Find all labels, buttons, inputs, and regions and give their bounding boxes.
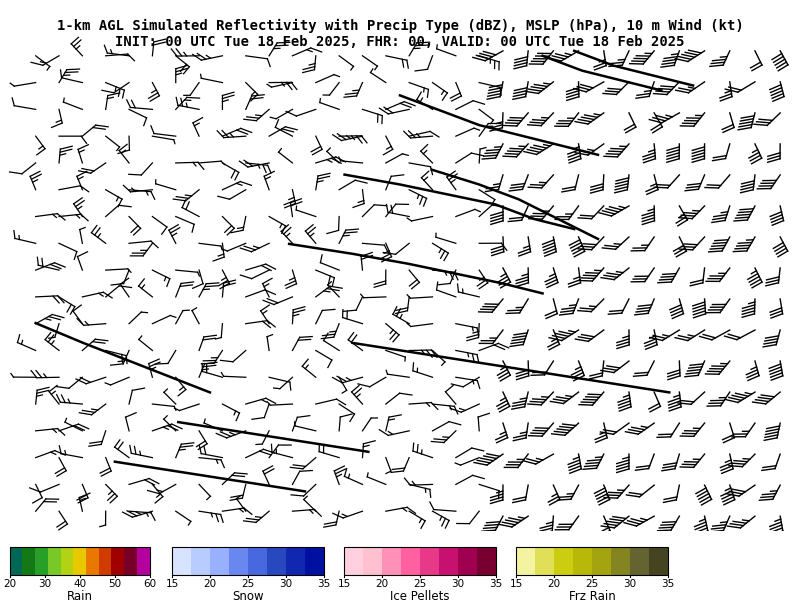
- Text: 30: 30: [623, 579, 637, 589]
- Text: 35: 35: [490, 579, 502, 589]
- Text: 20: 20: [203, 579, 217, 589]
- Text: Frz Rain: Frz Rain: [569, 590, 615, 600]
- Polygon shape: [416, 303, 436, 333]
- Text: 35: 35: [662, 579, 674, 589]
- Text: 60: 60: [143, 579, 156, 589]
- Text: INIT: 00 UTC Tue 18 Feb 2025, FHR: 00, VALID: 00 UTC Tue 18 Feb 2025: INIT: 00 UTC Tue 18 Feb 2025, FHR: 00, V…: [115, 35, 685, 49]
- Text: 15: 15: [166, 579, 178, 589]
- Text: 30: 30: [279, 579, 293, 589]
- Polygon shape: [329, 100, 440, 185]
- Text: 20: 20: [3, 579, 16, 589]
- Polygon shape: [479, 36, 796, 531]
- Text: 40: 40: [73, 579, 86, 589]
- Text: 1-km AGL Simulated Reflectivity with Precip Type (dBZ), MSLP (hPa), 10 m Wind (k: 1-km AGL Simulated Reflectivity with Pre…: [57, 19, 743, 34]
- Text: 30: 30: [451, 579, 465, 589]
- Text: Snow: Snow: [232, 590, 264, 600]
- Text: Rain: Rain: [66, 590, 93, 600]
- Text: 25: 25: [242, 579, 254, 589]
- Text: 15: 15: [338, 579, 350, 589]
- Polygon shape: [59, 76, 266, 115]
- Text: 50: 50: [108, 579, 121, 589]
- Polygon shape: [4, 491, 321, 531]
- Text: 25: 25: [586, 579, 598, 589]
- Text: 35: 35: [318, 579, 330, 589]
- Text: 25: 25: [414, 579, 426, 589]
- Text: 20: 20: [547, 579, 561, 589]
- Text: Ice Pellets: Ice Pellets: [390, 590, 450, 600]
- Polygon shape: [368, 199, 447, 224]
- Text: 30: 30: [38, 579, 51, 589]
- Text: 20: 20: [375, 579, 389, 589]
- Text: 15: 15: [510, 579, 522, 589]
- Polygon shape: [447, 179, 503, 209]
- Polygon shape: [289, 100, 345, 170]
